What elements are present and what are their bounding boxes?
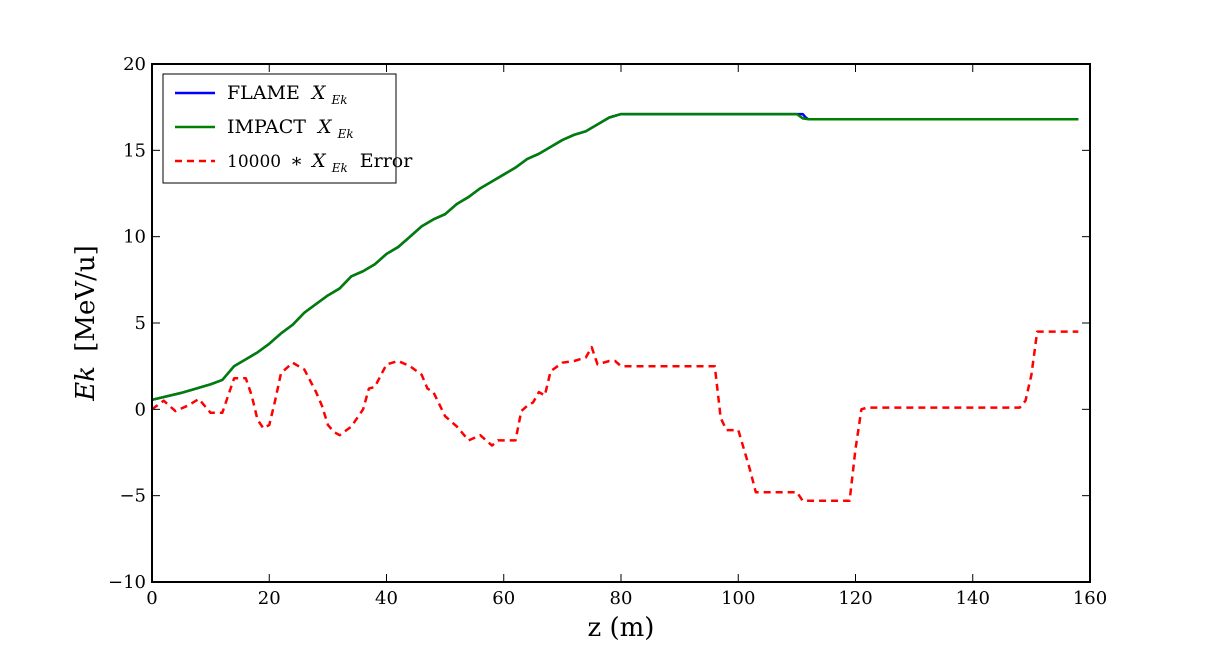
y-tick-label: 15 bbox=[123, 140, 146, 161]
legend-error-sub: Ek bbox=[331, 161, 348, 175]
x-tick-label: 160 bbox=[1073, 588, 1107, 609]
legend-error-times: ∗ bbox=[290, 150, 303, 172]
legend-error-math: X bbox=[310, 150, 327, 172]
legend-impact-math: X bbox=[316, 116, 333, 138]
x-tick-label: 20 bbox=[258, 588, 281, 609]
series-line-impact bbox=[151, 112, 1079, 402]
legend-label-impact: IMPACT X Ek bbox=[227, 116, 354, 141]
legend-flame-name: FLAME bbox=[227, 82, 300, 104]
x-tick-label: 60 bbox=[492, 588, 515, 609]
plot-frame bbox=[151, 63, 1091, 583]
legend-impact-sub: Ek bbox=[337, 127, 354, 141]
x-tick-label: 0 bbox=[146, 588, 157, 609]
legend-impact-name: IMPACT bbox=[227, 116, 306, 138]
x-tick-label: 80 bbox=[610, 588, 633, 609]
y-axis-label-variable: Ek bbox=[71, 366, 101, 402]
x-tick-label: 40 bbox=[375, 588, 398, 609]
legend: FLAME X Ek IMPACT X Ek 10000 ∗ X Ek Erro… bbox=[162, 73, 413, 184]
legend-flame-sub: Ek bbox=[330, 93, 347, 107]
x-axis-label: z (m) bbox=[588, 613, 655, 643]
y-tick-label: 20 bbox=[123, 54, 146, 75]
y-axis-label: Ek [MeV/u] bbox=[71, 245, 101, 402]
plot-area bbox=[151, 112, 1079, 503]
y-tick-label: −5 bbox=[119, 486, 146, 507]
series-line-error bbox=[151, 330, 1079, 503]
legend-error-name: Error bbox=[360, 150, 413, 172]
x-tick-label: 120 bbox=[838, 588, 872, 609]
x-tick-label: 140 bbox=[956, 588, 990, 609]
legend-flame-math: X bbox=[310, 82, 327, 104]
y-tick-label: −10 bbox=[108, 572, 146, 593]
axis-ticks: 0 20 40 60 80 100 120 140 160 −10 −5 0 5 10 15 20 bbox=[108, 54, 1107, 609]
legend-error-prefix: 10000 bbox=[227, 152, 281, 172]
x-tick-label: 100 bbox=[721, 588, 755, 609]
y-tick-label: 10 bbox=[123, 227, 146, 248]
y-tick-label: 0 bbox=[135, 399, 146, 420]
legend-label-flame: FLAME X Ek bbox=[227, 82, 348, 107]
y-axis-label-unit: [MeV/u] bbox=[71, 245, 101, 352]
legend-label-error: 10000 ∗ X Ek Error bbox=[227, 150, 413, 177]
y-tick-label: 5 bbox=[135, 313, 146, 334]
